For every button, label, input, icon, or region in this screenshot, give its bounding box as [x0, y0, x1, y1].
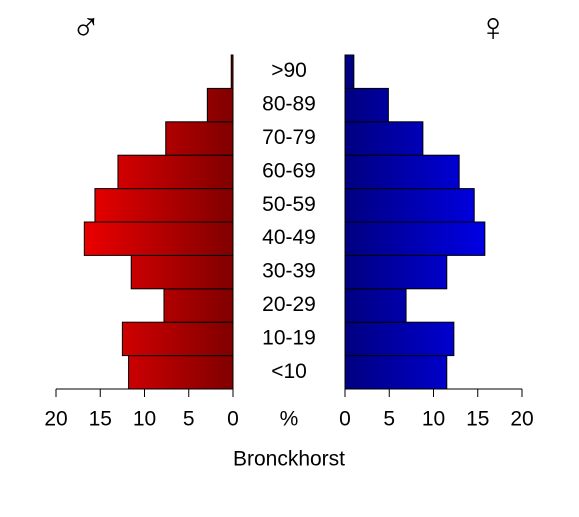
legend-symbol: ♂	[71, 6, 101, 50]
category-label: 20-29	[262, 293, 316, 316]
bar	[344, 321, 455, 357]
bar	[230, 54, 234, 89]
category-label: 70-79	[262, 126, 316, 149]
category-label: 60-69	[262, 159, 316, 182]
bar	[344, 154, 460, 190]
bar	[206, 87, 234, 123]
chart-title: Bronckhorst	[233, 448, 345, 471]
bar	[344, 188, 475, 223]
bar	[128, 355, 234, 390]
x-tick-label: 15	[466, 408, 489, 431]
x-axis-label: %	[280, 408, 299, 431]
x-tick-label: 20	[510, 408, 533, 431]
bar	[165, 121, 234, 156]
bar	[344, 54, 355, 89]
bar	[344, 221, 486, 256]
x-tick-label: 15	[89, 408, 112, 431]
category-label: 50-59	[262, 193, 316, 216]
x-tick-label: 5	[183, 408, 195, 431]
bar	[83, 221, 234, 256]
bar	[121, 321, 234, 357]
category-label: 80-89	[262, 93, 316, 116]
x-tick-label: 10	[422, 408, 445, 431]
x-tick-label: 10	[133, 408, 156, 431]
legend-symbol: ♀	[478, 6, 508, 50]
bar	[130, 254, 234, 290]
bar	[344, 121, 424, 156]
category-label: 10-19	[262, 326, 316, 349]
x-tick-label: 0	[227, 408, 239, 431]
category-label: <10	[271, 360, 307, 383]
bar	[344, 288, 407, 323]
category-label: >90	[271, 59, 307, 82]
category-label: 40-49	[262, 226, 316, 249]
bar	[344, 254, 448, 290]
bar	[344, 87, 389, 123]
bar	[163, 288, 234, 323]
bar	[94, 188, 234, 223]
x-tick-label: 5	[383, 408, 395, 431]
x-tick-label: 0	[339, 408, 351, 431]
bar	[117, 154, 234, 190]
bar	[344, 355, 448, 390]
x-tick-label: 20	[44, 408, 67, 431]
category-label: 30-39	[262, 260, 316, 283]
